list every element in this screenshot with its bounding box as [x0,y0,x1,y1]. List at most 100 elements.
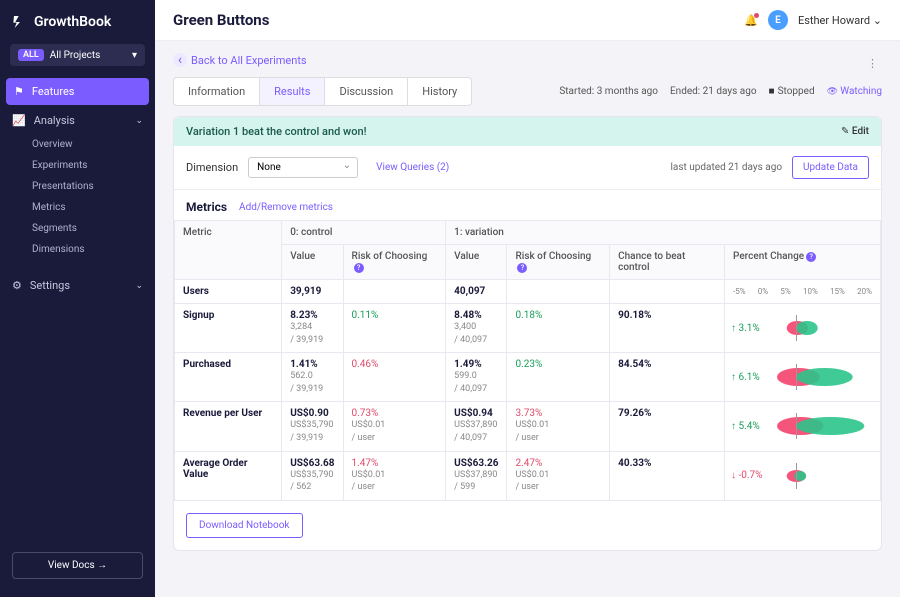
nav-sub-segments[interactable]: Segments [0,218,155,239]
nav-analysis[interactable]: 📈 Analysis ⌄ [0,107,155,134]
col-chance: Chance to beat control [610,245,725,280]
download-notebook-button[interactable]: Download Notebook [186,513,303,538]
nav-sub-presentations[interactable]: Presentations [0,176,155,197]
change-chart [777,415,874,437]
nav-sub-overview[interactable]: Overview [0,134,155,155]
update-data-button[interactable]: Update Data [792,156,869,179]
cell-value: 1.49%599.0/ 40,097 [446,353,507,402]
avatar[interactable]: E [768,10,788,30]
help-icon[interactable]: ? [517,263,527,273]
cell-change: ↑ 6.1% [725,353,881,402]
chevron-down-icon: ▾ [132,50,137,61]
topbar: Green Buttons 🔔 E Esther Howard ⌄ [155,0,900,41]
col-control: 0: control [282,221,446,245]
change-chart [777,465,874,487]
tab-information[interactable]: Information [174,78,260,105]
back-link[interactable]: Back to All Experiments [173,49,307,77]
chevron-down-icon: ⌄ [135,116,143,126]
results-card: Variation 1 beat the control and won! ✎ … [173,116,882,551]
metric-name: Purchased [175,353,282,402]
status-badge: Stopped [769,86,815,97]
nav-sub-dimensions[interactable]: Dimensions [0,239,155,260]
table-row: Purchased 1.41%562.0/ 39,919 0.46% 1.49%… [175,353,881,402]
cell-change: ↑ 5.4% [725,402,881,451]
tab-history[interactable]: History [408,78,471,105]
chart-icon: 📈 [12,114,26,127]
cell-risk: 3.73%US$0.01/ user [507,402,610,451]
view-docs-button[interactable]: View Docs → [12,552,143,579]
tab-discussion[interactable]: Discussion [325,78,408,105]
gear-icon: ⚙ [12,279,22,292]
col-metric: Metric [175,221,282,280]
nav-sub-experiments[interactable]: Experiments [0,155,155,176]
help-icon[interactable]: ? [354,263,364,273]
last-updated-label: last updated 21 days ago [671,162,783,173]
logo: GrowthBook [0,10,155,44]
cell-chance: 40.33% [610,451,725,500]
axis-ticks: -5%0%5%10%15%20% [731,287,874,296]
change-chart [777,317,874,339]
cell-risk: 2.47%US$0.01/ user [507,451,610,500]
metrics-table: Metric 0: control 1: variation Value Ris… [174,220,881,501]
metric-name: Revenue per User [175,402,282,451]
table-row: Average Order Value US$63.68US$35,790/ 5… [175,451,881,500]
nav-settings-label: Settings [30,279,70,292]
nav-features[interactable]: ⚑ Features [6,78,149,105]
flag-icon: ⚑ [14,85,24,98]
cell-risk: 0.23% [507,353,610,402]
cell-value: 40,097 [446,280,507,304]
cell-risk: 0.46% [343,353,446,402]
metric-name: Average Order Value [175,451,282,500]
metric-name: Users [175,280,282,304]
view-queries-link[interactable]: View Queries (2) [376,162,449,173]
started-label: Started: 3 months ago [559,86,658,97]
cell-chance: 84.54% [610,353,725,402]
sidebar: GrowthBook ALL All Projects ▾ ⚑ Features… [0,0,155,597]
cell-value: US$63.26US$37,890/ 599 [446,451,507,500]
add-metrics-link[interactable]: Add/Remove metrics [239,202,333,213]
dimension-select[interactable]: None [248,157,358,178]
user-menu[interactable]: Esther Howard ⌄ [798,14,882,27]
col-change: Percent Change? [725,245,881,280]
winner-banner: Variation 1 beat the control and won! ✎ … [174,117,881,146]
help-icon[interactable]: ? [806,252,816,262]
cell-value: 8.48%3,400/ 40,097 [446,304,507,353]
cell-risk: 0.18% [507,304,610,353]
col-value2: Value [446,245,507,280]
cell-change: ↓ -0.7% [725,451,881,500]
watching-toggle[interactable]: Watching [827,86,882,97]
chevron-down-icon: ⌄ [135,281,143,291]
cell-risk: 0.73%US$0.01/ user [343,402,446,451]
notifications-icon[interactable]: 🔔 [744,14,758,27]
cell-change: ↑ 3.1% [725,304,881,353]
project-label: All Projects [50,50,101,61]
more-menu-icon[interactable]: ⋮ [863,57,882,70]
nav-sub-metrics[interactable]: Metrics [0,197,155,218]
col-risk2: Risk of Choosing? [507,245,610,280]
col-variation: 1: variation [446,221,881,245]
tabs: InformationResultsDiscussionHistory [173,77,472,106]
edit-button[interactable]: ✎ Edit [841,126,869,137]
nav-settings[interactable]: ⚙ Settings ⌄ [0,272,155,299]
cell-value: 39,919 [282,280,343,304]
brand-name: GrowthBook [34,14,111,30]
col-value: Value [282,245,343,280]
cell-value: US$0.90US$35,790/ 39,919 [282,402,343,451]
cell-risk: 1.47%US$0.01/ user [343,451,446,500]
table-row: Revenue per User US$0.90US$35,790/ 39,91… [175,402,881,451]
ended-label: Ended: 21 days ago [670,86,757,97]
cell-chance: 79.26% [610,402,725,451]
logo-icon [12,14,28,30]
cell-value: US$0.94US$37,890/ 40,097 [446,402,507,451]
tab-results[interactable]: Results [260,78,325,105]
cell-value: US$63.68US$35,790/ 562 [282,451,343,500]
banner-text: Variation 1 beat the control and won! [186,125,366,138]
metrics-title: Metrics [186,200,227,214]
project-selector[interactable]: ALL All Projects ▾ [10,44,145,66]
metric-name: Signup [175,304,282,353]
change-chart [777,366,874,388]
cell-value: 1.41%562.0/ 39,919 [282,353,343,402]
cell-risk: 0.11% [343,304,446,353]
dimension-label: Dimension [186,161,238,174]
main-content: Green Buttons 🔔 E Esther Howard ⌄ Back t… [155,0,900,597]
